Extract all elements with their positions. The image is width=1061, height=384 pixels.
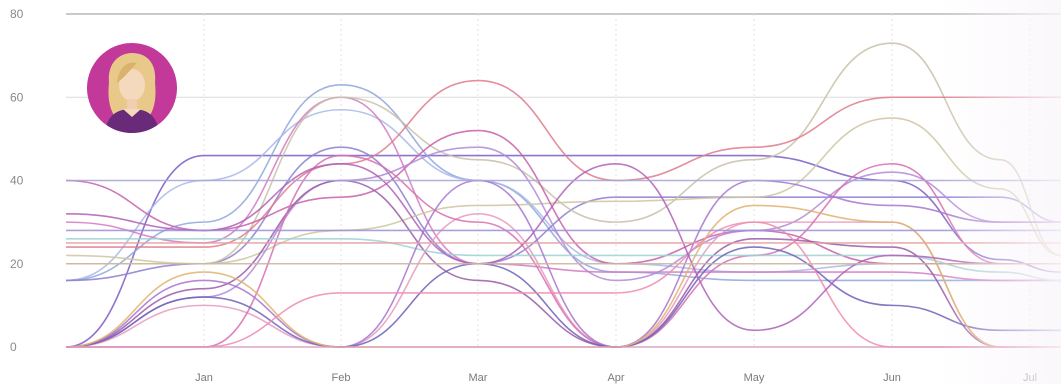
x-tick-label: Feb (332, 372, 351, 384)
series-line-13 (65, 154, 1061, 348)
x-tick-label: Mar (469, 372, 488, 384)
series-group (65, 42, 1061, 348)
series-line-4 (65, 146, 1061, 282)
y-axis: 0 20 40 60 80 (10, 7, 24, 354)
y-tick-label: 40 (10, 174, 24, 188)
avatar-icon (87, 43, 177, 133)
series-line-5 (65, 96, 1061, 282)
y-tick-label: 0 (10, 340, 17, 354)
y-tick-label: 60 (10, 90, 24, 104)
series-line-11 (65, 179, 1061, 348)
y-tick-label: 80 (10, 7, 24, 21)
x-tick-label: Jun (883, 372, 901, 384)
x-tick-label: May (744, 372, 765, 384)
x-tick-label: Jul (1023, 372, 1037, 384)
series-line-16 (65, 246, 1061, 348)
y-tick-label: 20 (10, 257, 24, 271)
series-line-19 (65, 163, 1061, 332)
series-line-10 (65, 146, 1061, 348)
x-tick-label: Jan (195, 372, 213, 384)
series-line-7 (65, 79, 1061, 248)
x-tick-label: Apr (607, 372, 624, 384)
series-line-1 (65, 154, 1061, 348)
series-line-2 (65, 83, 1061, 282)
x-axis: Jan Feb Mar Apr May Jun Jul (195, 372, 1037, 384)
series-line-14 (66, 237, 1061, 282)
series-line-15 (65, 179, 1061, 348)
